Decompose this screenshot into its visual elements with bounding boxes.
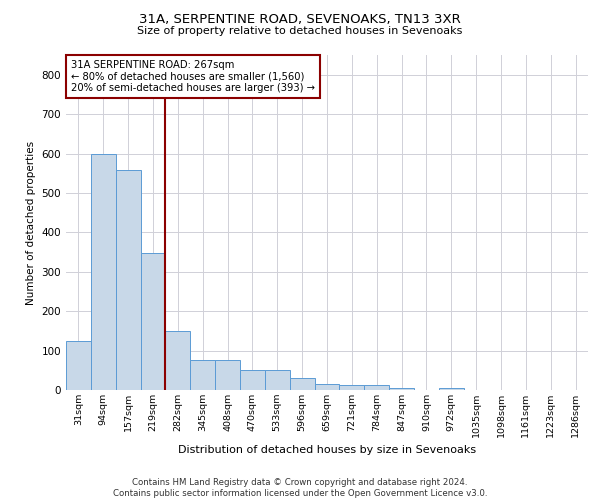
Bar: [140, 253, 166, 390]
Text: 31A, SERPENTINE ROAD, SEVENOAKS, TN13 3XR: 31A, SERPENTINE ROAD, SEVENOAKS, TN13 3X…: [139, 12, 461, 26]
Bar: [166, 331, 190, 390]
Bar: [66, 340, 91, 390]
X-axis label: Distribution of detached houses by size in Sevenoaks: Distribution of detached houses by size …: [178, 446, 476, 456]
Bar: [364, 385, 389, 390]
Bar: [389, 388, 414, 390]
Bar: [265, 370, 290, 390]
Bar: [439, 388, 464, 390]
Text: Size of property relative to detached houses in Sevenoaks: Size of property relative to detached ho…: [137, 26, 463, 36]
Bar: [290, 378, 314, 390]
Bar: [314, 384, 340, 390]
Text: Contains HM Land Registry data © Crown copyright and database right 2024.
Contai: Contains HM Land Registry data © Crown c…: [113, 478, 487, 498]
Bar: [215, 360, 240, 390]
Y-axis label: Number of detached properties: Number of detached properties: [26, 140, 36, 304]
Text: 31A SERPENTINE ROAD: 267sqm
← 80% of detached houses are smaller (1,560)
20% of : 31A SERPENTINE ROAD: 267sqm ← 80% of det…: [71, 60, 315, 93]
Bar: [91, 154, 116, 390]
Bar: [116, 170, 140, 390]
Bar: [240, 370, 265, 390]
Bar: [190, 360, 215, 390]
Bar: [340, 385, 364, 390]
